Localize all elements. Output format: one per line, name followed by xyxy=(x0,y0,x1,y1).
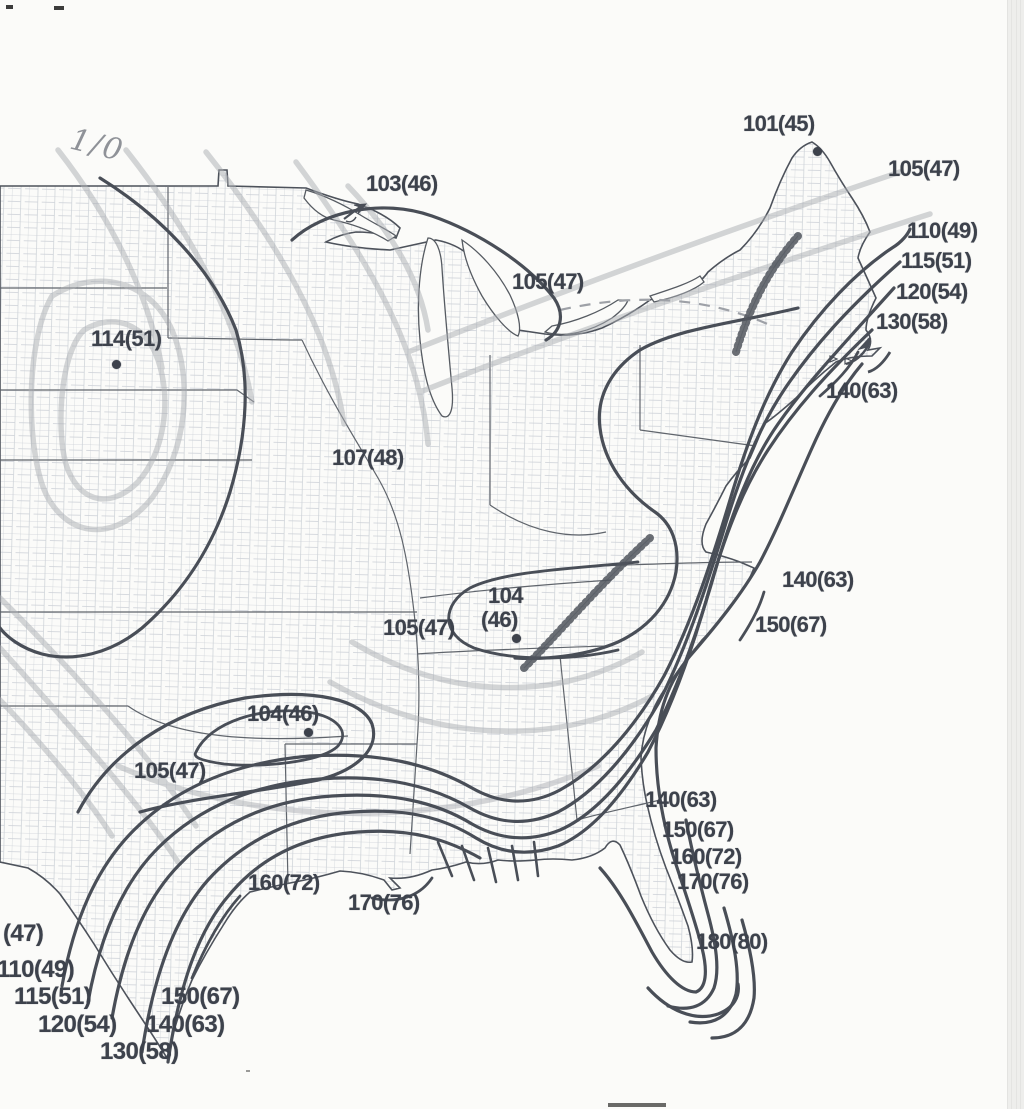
pencil-shading xyxy=(0,147,933,865)
special-wind-region-band xyxy=(520,232,802,672)
isotach-contours xyxy=(0,176,912,1064)
pen-arrow-annotation-cape xyxy=(829,337,892,374)
scanner-speck xyxy=(608,1103,666,1107)
coast-tick-marks xyxy=(436,840,540,884)
dashed-pencil-contour xyxy=(559,298,773,328)
scanner-speck xyxy=(54,6,64,10)
scanner-speck xyxy=(246,1070,250,1072)
pen-arrow-annotation xyxy=(343,203,368,223)
scanner-speck xyxy=(6,5,13,9)
scan-edge-band xyxy=(1007,0,1024,1109)
